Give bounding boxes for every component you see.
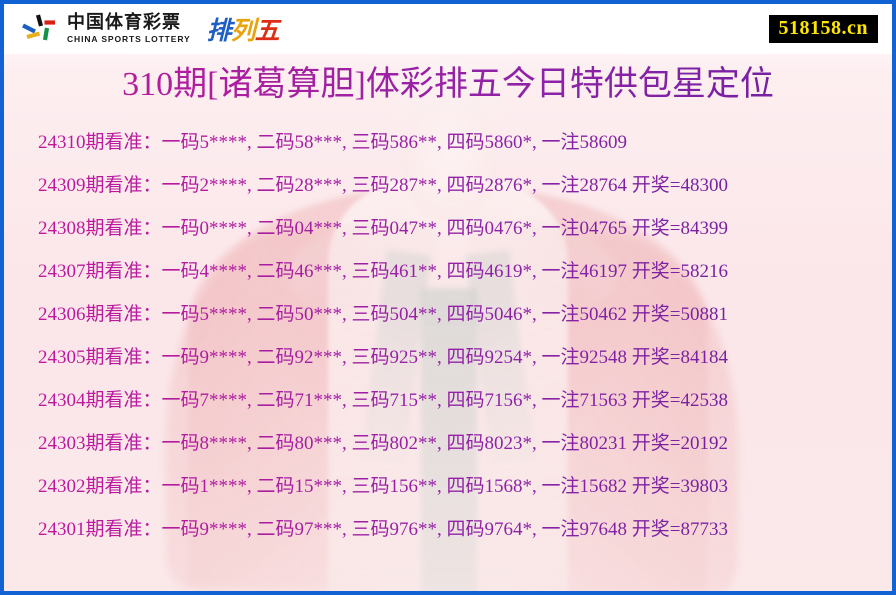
prediction-row: 24305期看准：一码9****, 二码92***, 三码925**, 四码92… <box>4 334 892 377</box>
page-title: 310期[诸葛算胆]体彩排五今日特供包星定位 <box>4 54 892 108</box>
brand-text-block: 中国体育彩票 CHINA SPORTS LOTTERY <box>67 14 191 44</box>
site-watermark-badge: 518158.cn <box>768 15 878 43</box>
china-sports-lottery-logo-icon <box>20 12 58 46</box>
prediction-row: 24307期看准：一码4****, 二码46***, 三码461**, 四码46… <box>4 248 892 291</box>
game-name-char-2: 列 <box>230 16 256 45</box>
game-name-char-3: 五 <box>254 16 280 45</box>
page-header: 中国体育彩票 CHINA SPORTS LOTTERY 排列五 518158.c… <box>4 4 892 54</box>
prediction-list: 24310期看准：一码5****, 二码58***, 三码586**, 四码58… <box>4 108 892 549</box>
prediction-row: 24308期看准：一码0****, 二码04***, 三码047**, 四码04… <box>4 205 892 248</box>
brand-name-cn: 中国体育彩票 <box>67 12 181 34</box>
prediction-row: 24303期看准：一码8****, 二码80***, 三码802**, 四码80… <box>4 420 892 463</box>
prediction-row: 24301期看准：一码9****, 二码97***, 三码976**, 四码97… <box>4 506 892 549</box>
brand-lockup[interactable]: 中国体育彩票 CHINA SPORTS LOTTERY 排列五 <box>20 11 280 47</box>
prediction-row: 24304期看准：一码7****, 二码71***, 三码715**, 四码71… <box>4 377 892 420</box>
game-name-char-1: 排 <box>206 16 232 45</box>
game-name-pailiewu: 排列五 <box>206 11 280 47</box>
prediction-row: 24310期看准：一码5****, 二码58***, 三码586**, 四码58… <box>4 119 892 162</box>
brand-name-en: CHINA SPORTS LOTTERY <box>67 34 191 45</box>
prediction-row: 24306期看准：一码5****, 二码50***, 三码504**, 四码50… <box>4 291 892 334</box>
prediction-row: 24309期看准：一码2****, 二码28***, 三码287**, 四码28… <box>4 162 892 205</box>
prediction-row: 24302期看准：一码1****, 二码15***, 三码156**, 四码15… <box>4 463 892 506</box>
